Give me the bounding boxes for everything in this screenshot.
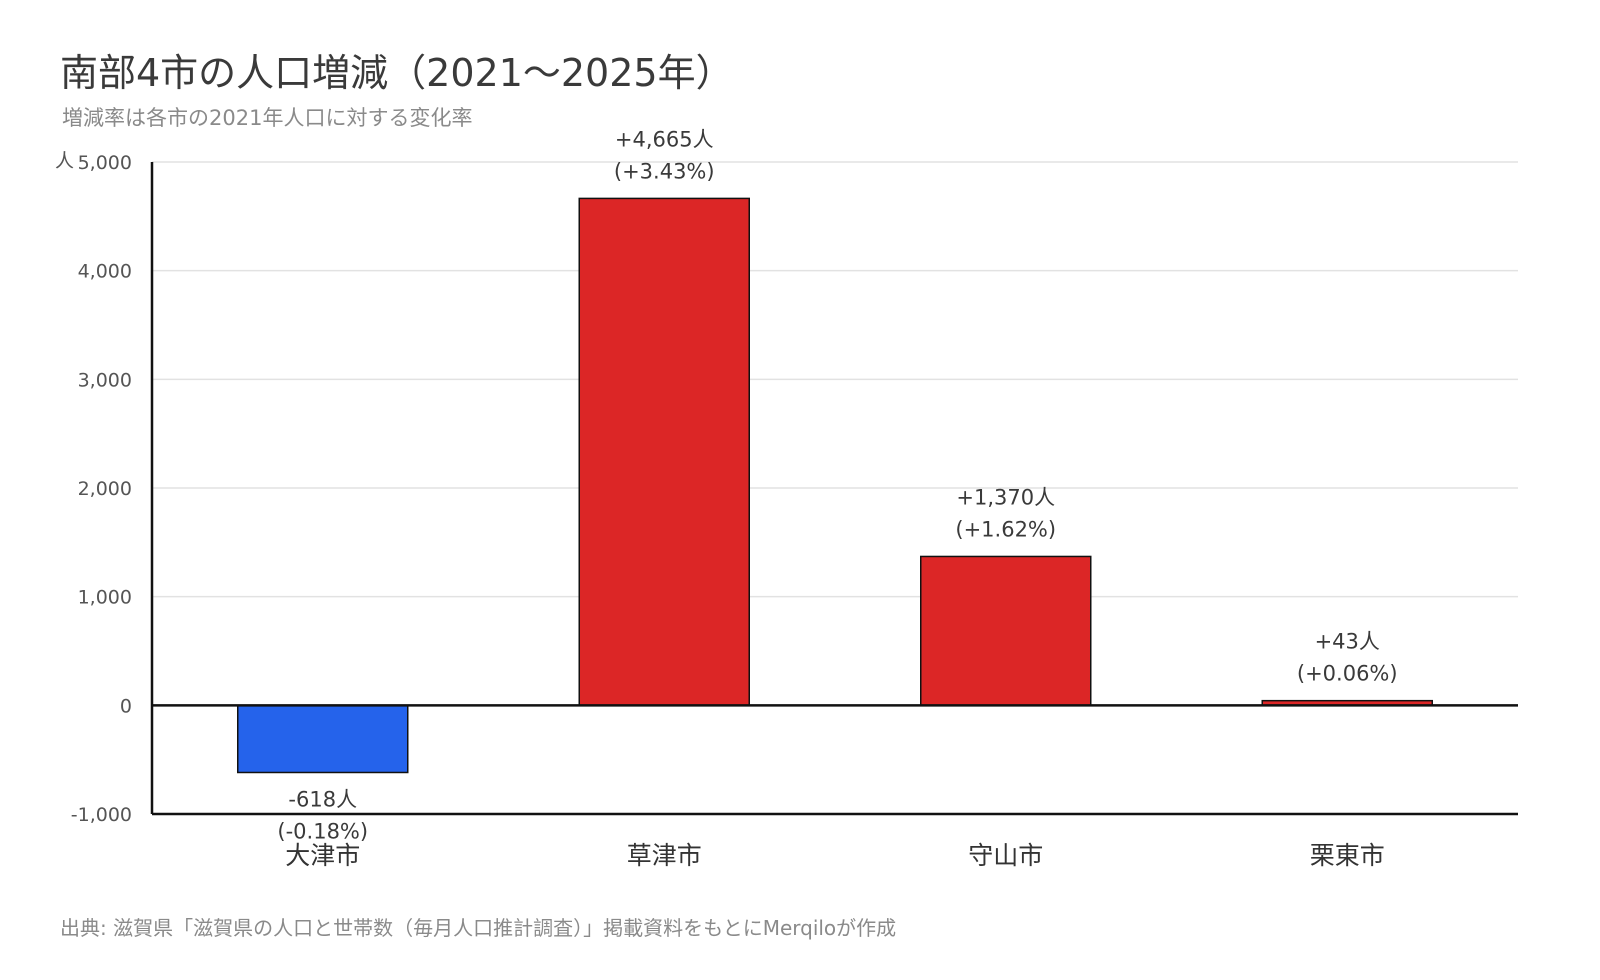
bars [237, 197, 1433, 774]
bar [237, 704, 409, 774]
bar [920, 555, 1092, 707]
axes [150, 162, 1518, 816]
rate-data-label: (-0.18%) [277, 819, 368, 843]
rate-data-label: (+1.62%) [955, 517, 1056, 541]
y-unit-label: 人 [55, 150, 74, 172]
rate-data-label: (+3.43%) [614, 159, 715, 183]
y-tick-label: 5,000 [78, 152, 132, 174]
rate-data-label: (+0.06%) [1297, 662, 1398, 686]
gridlines [152, 161, 1518, 598]
x-category-label: 栗東市 [1310, 841, 1385, 870]
value-data-label: +4,665人 [615, 127, 714, 151]
y-tick-label: -1,000 [71, 804, 132, 826]
value-data-label: -618人 [288, 787, 357, 811]
chart-title: 南部4市の人口増減（2021〜2025年） [60, 51, 734, 95]
y-tick-label: 0 [120, 695, 132, 717]
y-tick-label: 4,000 [78, 261, 132, 283]
value-data-label: +1,370人 [956, 485, 1055, 509]
source-note: 出典: 滋賀県「滋賀県の人口と世帯数（毎月人口推計調査）」掲載資料をもとにMer… [60, 916, 897, 940]
value-data-label: +43人 [1315, 630, 1380, 654]
bar [578, 197, 750, 707]
y-tick-label: 3,000 [78, 369, 132, 391]
y-tick-label: 2,000 [78, 478, 132, 500]
x-category-label: 大津市 [285, 841, 360, 870]
y-tick-label: 1,000 [78, 587, 132, 609]
chart-subtitle: 増減率は各市の2021年人口に対する変化率 [62, 106, 473, 130]
x-category-label: 守山市 [968, 841, 1043, 870]
x-category-label: 草津市 [627, 841, 702, 870]
